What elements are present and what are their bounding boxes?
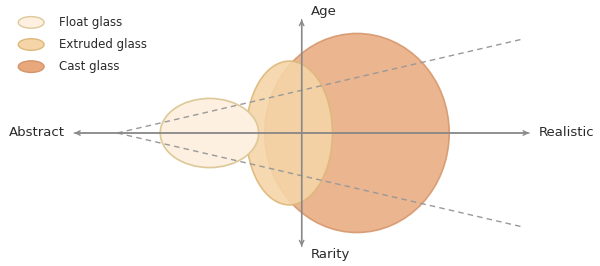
Circle shape [18,16,44,28]
Text: Age: Age [311,5,337,18]
Ellipse shape [160,98,259,168]
Circle shape [18,61,44,72]
Text: Rarity: Rarity [311,248,350,261]
Text: Realistic: Realistic [538,127,594,139]
Text: Cast glass: Cast glass [59,60,119,73]
Circle shape [18,39,44,50]
Text: Float glass: Float glass [59,16,122,29]
Text: Extruded glass: Extruded glass [59,38,147,51]
Text: Abstract: Abstract [9,127,65,139]
Ellipse shape [265,34,449,232]
Ellipse shape [247,61,332,205]
